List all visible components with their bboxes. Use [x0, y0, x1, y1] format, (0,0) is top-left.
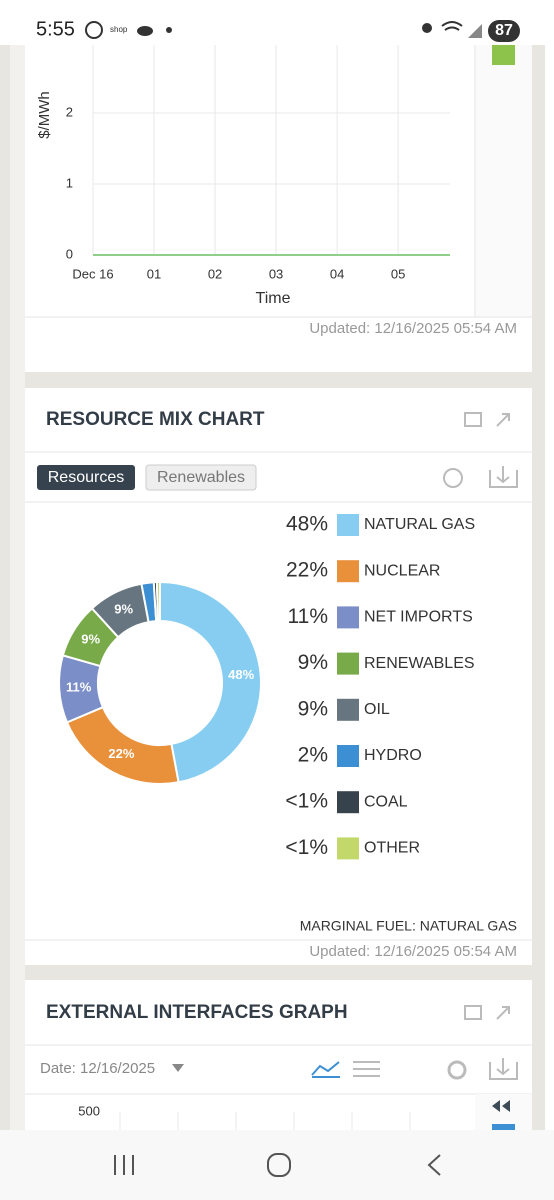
donut-slice — [155, 580, 161, 623]
legend-value: <1% — [285, 836, 328, 859]
tab-label: Renewables — [157, 469, 245, 486]
x-tick-label: 04 — [330, 266, 344, 281]
y-tick-label: 2 — [66, 104, 73, 119]
y-tick-label: 500 — [78, 1103, 100, 1118]
y-tick-label: 1 — [66, 175, 73, 190]
legend-swatch — [492, 1124, 515, 1130]
legend-value: 48% — [286, 513, 328, 536]
legend-label: NUCLEAR — [364, 562, 440, 579]
legend-swatch — [337, 745, 359, 767]
legend-swatch — [337, 791, 359, 814]
back-button[interactable] — [427, 1154, 441, 1176]
legend-label: OTHER — [364, 840, 420, 857]
legend-swatch — [337, 698, 359, 721]
marginal-fuel: MARGINAL FUEL: NATURAL GAS — [300, 918, 517, 934]
legend-label: RENEWABLES — [364, 655, 475, 672]
status-dot — [166, 27, 172, 33]
minimize-icon[interactable] — [464, 412, 482, 427]
y-axis-label: $/MWh — [36, 91, 53, 139]
download-icon[interactable] — [489, 466, 518, 488]
legend-label: HYDRO — [364, 747, 422, 764]
battery — [488, 20, 520, 42]
status-time: 5:55 — [36, 18, 75, 40]
legend-label: OIL — [364, 701, 390, 718]
legend-value: <1% — [285, 790, 328, 813]
card-title: EXTERNAL INTERFACES GRAPH — [46, 1002, 348, 1023]
minimize-icon[interactable] — [464, 1005, 482, 1020]
updated: Updated: 12/16/2025 05:54 AM — [309, 943, 517, 960]
battery-level: 87 — [495, 22, 513, 39]
dropdown-arrow — [172, 1064, 184, 1072]
interfaces-card — [25, 980, 532, 1130]
slice-label: 9% — [81, 632, 100, 647]
legend-value: 9% — [298, 651, 328, 674]
legend-value: 2% — [298, 744, 328, 767]
collapse-icon[interactable] — [492, 1100, 510, 1112]
table-view-icon[interactable] — [353, 1061, 380, 1077]
slice-label: 11% — [66, 679, 92, 694]
line-view-icon[interactable] — [311, 1061, 340, 1078]
signal-icon — [468, 24, 482, 38]
status-shop: shop — [110, 25, 128, 34]
legend-label: COAL — [364, 793, 408, 810]
x-tick-label: 03 — [269, 266, 283, 281]
legend-swatch — [337, 560, 359, 583]
legend-value: 11% — [288, 605, 328, 628]
home-button[interactable] — [267, 1153, 291, 1177]
legend-label: NATURAL GAS — [364, 516, 475, 533]
x-axis-label: Time — [256, 290, 291, 307]
x-tick-label: Dec 16 — [72, 266, 113, 281]
left-strip — [10, 0, 25, 1130]
tab-renewables[interactable] — [145, 464, 257, 491]
legend-swatch — [337, 652, 359, 675]
location-icon — [422, 23, 432, 33]
legend-label: NET IMPORTS — [364, 609, 473, 626]
slice-label: 9% — [114, 601, 133, 616]
tab-resources[interactable] — [37, 465, 135, 490]
card-title: RESOURCE MIX CHART — [46, 409, 265, 430]
legend-swatch — [337, 837, 359, 860]
status-bar — [0, 0, 554, 45]
expand-icon[interactable] — [496, 1006, 510, 1020]
legend-value: 9% — [298, 697, 328, 720]
slice-label: 22% — [108, 746, 134, 761]
help-icon[interactable] — [443, 468, 463, 488]
legend-swatch — [337, 514, 359, 536]
legend-swatch — [492, 45, 515, 65]
y-tick-label: 0 — [66, 246, 73, 261]
wifi-icon — [441, 21, 463, 31]
tab-label: Resources — [48, 469, 124, 486]
slice-label: 48% — [228, 667, 254, 682]
x-tick-label: 05 — [391, 266, 405, 281]
weather-icon — [137, 26, 153, 36]
recents-button[interactable] — [114, 1155, 134, 1175]
updated: Updated: 12/16/2025 05:54 AM — [309, 320, 517, 337]
nav-bar — [0, 1130, 554, 1200]
expand-icon[interactable] — [496, 413, 510, 427]
x-tick-label: 02 — [208, 266, 222, 281]
price-legend-pane — [475, 45, 532, 317]
status-icon — [85, 21, 103, 39]
settings-icon[interactable] — [447, 1060, 467, 1080]
donut-slice — [159, 580, 262, 784]
date-picker[interactable]: Date: 12/16/2025 — [40, 1060, 155, 1077]
legend-value: 22% — [286, 559, 328, 582]
x-tick-label: 01 — [147, 266, 161, 281]
legend-swatch — [337, 606, 359, 629]
download-icon[interactable] — [489, 1058, 518, 1080]
right-strip — [545, 0, 554, 1130]
